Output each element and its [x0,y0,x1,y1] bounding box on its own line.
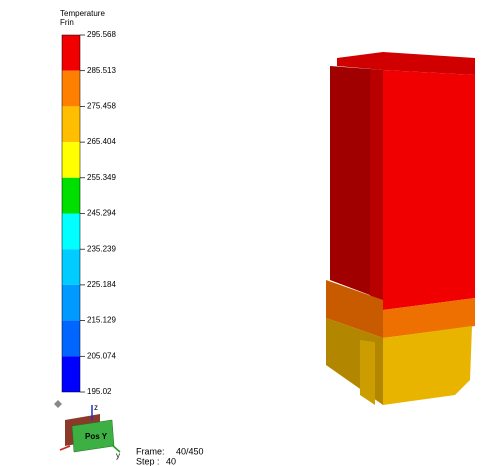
view-cube[interactable]: Pos Y z y [54,400,120,460]
model [326,52,475,405]
legend-label: 285.513 [87,66,116,75]
colorbar: 295.568 285.513 275.458 265.404 255.349 245.2… [62,30,116,396]
legend-label: 275.458 [87,102,116,111]
screen: Temperature Frin 295.568 285.513 275.458 26… [0,0,483,466]
axis-label: z [94,403,98,412]
frame-value: 40/450 [176,446,204,456]
legend-label: 225.184 [87,280,116,289]
step-label: Step : [136,456,160,466]
legend-label: 265.404 [87,137,116,146]
legend-label: 245.294 [87,209,116,218]
color-band [62,321,80,357]
color-band [62,142,80,178]
color-band [62,178,80,214]
legend-label: 205.074 [87,351,116,360]
legend-subtitle: Frin [60,18,74,27]
color-band [62,356,80,392]
legend-label: 295.568 [87,30,116,39]
color-band [62,249,80,285]
legend-label: 255.349 [87,173,116,182]
color-band [62,106,80,142]
legend-label: 195.02 [87,387,112,396]
color-band [62,214,80,250]
legend-label: 215.129 [87,316,116,325]
axis-label: y [116,451,120,460]
legend-title: Temperature [60,9,105,18]
legend-label: 235.239 [87,244,116,253]
frame-label: Frame: [136,446,165,456]
color-band [62,71,80,107]
color-band [62,285,80,321]
step-value: 40 [166,456,176,466]
cube-face-label: Pos Y [85,432,108,441]
color-band [62,35,80,71]
